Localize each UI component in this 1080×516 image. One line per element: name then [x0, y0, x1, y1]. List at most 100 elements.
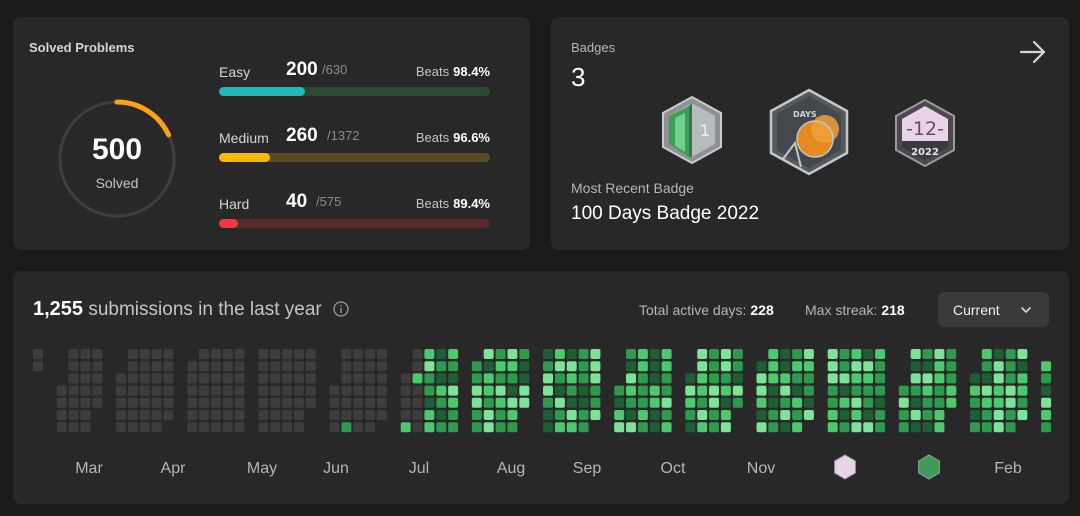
heatmap-cell[interactable]: [471, 373, 482, 384]
heatmap-cell[interactable]: [780, 385, 791, 396]
heatmap-cell[interactable]: [946, 385, 957, 396]
heatmap-cell[interactable]: [234, 397, 245, 408]
heatmap-cell[interactable]: [720, 397, 731, 408]
heatmap-cell[interactable]: [495, 410, 506, 420]
heatmap-cell[interactable]: [448, 349, 459, 359]
heatmap-cell[interactable]: [993, 397, 1004, 408]
heatmap-cell[interactable]: [803, 373, 814, 384]
heatmap-cell[interactable]: [543, 373, 553, 384]
heatmap-cell[interactable]: [922, 410, 933, 420]
year-select[interactable]: Current: [938, 292, 1049, 327]
heatmap-cell[interactable]: [981, 422, 992, 433]
heatmap-cell[interactable]: [222, 361, 233, 372]
heatmap-cell[interactable]: [554, 410, 565, 420]
heatmap-cell[interactable]: [222, 397, 233, 408]
heatmap-cell[interactable]: [661, 410, 672, 420]
heatmap-cell[interactable]: [626, 410, 636, 420]
heatmap-cell[interactable]: [875, 349, 886, 359]
heatmap-cell[interactable]: [566, 349, 577, 359]
heatmap-cell[interactable]: [163, 397, 174, 408]
heatmap-cell[interactable]: [946, 397, 957, 408]
heatmap-cell[interactable]: [898, 397, 909, 408]
heatmap-cell[interactable]: [495, 422, 506, 433]
heatmap-cell[interactable]: [566, 422, 577, 433]
heatmap-cell[interactable]: [543, 361, 553, 372]
heatmap-cell[interactable]: [732, 373, 743, 384]
heatmap-cell[interactable]: [495, 361, 506, 372]
heatmap-cell[interactable]: [234, 422, 245, 433]
heatmap-cell[interactable]: [626, 397, 636, 408]
heatmap-cell[interactable]: [199, 361, 209, 372]
heatmap-cell[interactable]: [803, 385, 814, 396]
heatmap-cell[interactable]: [353, 361, 364, 372]
heatmap-cell[interactable]: [483, 422, 494, 433]
heatmap-cell[interactable]: [709, 349, 719, 359]
heatmap-cell[interactable]: [626, 349, 636, 359]
heatmap-cell[interactable]: [282, 397, 293, 408]
heatmap-cell[interactable]: [270, 422, 281, 433]
heatmap-cell[interactable]: [139, 422, 150, 433]
heatmap-cell[interactable]: [365, 410, 376, 420]
heatmap-cell[interactable]: [365, 361, 376, 372]
heatmap-cell[interactable]: [507, 373, 518, 384]
heatmap-cell[interactable]: [578, 361, 589, 372]
heatmap-cell[interactable]: [495, 397, 506, 408]
heatmap-cell[interactable]: [839, 361, 850, 372]
heatmap-cell[interactable]: [116, 397, 126, 408]
heatmap-cell[interactable]: [519, 349, 530, 359]
heatmap-cell[interactable]: [68, 422, 79, 433]
heatmap-cell[interactable]: [507, 385, 518, 396]
heatmap-cell[interactable]: [756, 385, 767, 396]
heatmap-cell[interactable]: [163, 349, 174, 359]
heatmap-cell[interactable]: [697, 422, 708, 433]
heatmap-cell[interactable]: [412, 385, 423, 396]
heatmap-cell[interactable]: [661, 349, 672, 359]
heatmap-cell[interactable]: [282, 385, 293, 396]
heatmap-cell[interactable]: [400, 373, 411, 384]
heatmap-cell[interactable]: [993, 361, 1004, 372]
heatmap-cell[interactable]: [910, 373, 921, 384]
heatmap-cell[interactable]: [720, 385, 731, 396]
heatmap-cell[interactable]: [863, 422, 874, 433]
heatmap-cell[interactable]: [293, 410, 304, 420]
heatmap-cell[interactable]: [270, 361, 281, 372]
heatmap-cell[interactable]: [282, 361, 293, 372]
heatmap-cell[interactable]: [839, 422, 850, 433]
heatmap-cell[interactable]: [780, 373, 791, 384]
heatmap-cell[interactable]: [661, 385, 672, 396]
heatmap-cell[interactable]: [637, 410, 648, 420]
heatmap-cell[interactable]: [483, 361, 494, 372]
heatmap-cell[interactable]: [151, 397, 162, 408]
heatmap-cell[interactable]: [293, 397, 304, 408]
heatmap-cell[interactable]: [981, 385, 992, 396]
heatmap-cell[interactable]: [981, 373, 992, 384]
heatmap-cell[interactable]: [329, 385, 340, 396]
december-2022-badge-icon[interactable]: -12- 2022: [892, 97, 958, 169]
heatmap-cell[interactable]: [792, 361, 803, 372]
heatmap-cell[interactable]: [341, 349, 352, 359]
heatmap-cell[interactable]: [780, 397, 791, 408]
heatmap-cell[interactable]: [637, 422, 648, 433]
heatmap-cell[interactable]: [377, 349, 387, 359]
heatmap-cell[interactable]: [436, 397, 447, 408]
heatmap-cell[interactable]: [187, 385, 198, 396]
heatmap-cell[interactable]: [768, 397, 779, 408]
heatmap-cell[interactable]: [709, 373, 719, 384]
heatmap-cell[interactable]: [507, 361, 518, 372]
heatmap-cell[interactable]: [412, 397, 423, 408]
heatmap-cell[interactable]: [163, 373, 174, 384]
heatmap-cell[interactable]: [709, 397, 719, 408]
heatmap-cell[interactable]: [780, 349, 791, 359]
heatmap-cell[interactable]: [661, 361, 672, 372]
heatmap-cell[interactable]: [80, 410, 91, 420]
heatmap-cell[interactable]: [151, 373, 162, 384]
heatmap-cell[interactable]: [697, 373, 708, 384]
heatmap-cell[interactable]: [922, 385, 933, 396]
heatmap-cell[interactable]: [566, 361, 577, 372]
heatmap-cell[interactable]: [365, 373, 376, 384]
heatmap-cell[interactable]: [293, 385, 304, 396]
heatmap-cell[interactable]: [341, 397, 352, 408]
heatmap-cell[interactable]: [661, 422, 672, 433]
heatmap-cell[interactable]: [1041, 422, 1052, 433]
heatmap-cell[interactable]: [210, 410, 221, 420]
